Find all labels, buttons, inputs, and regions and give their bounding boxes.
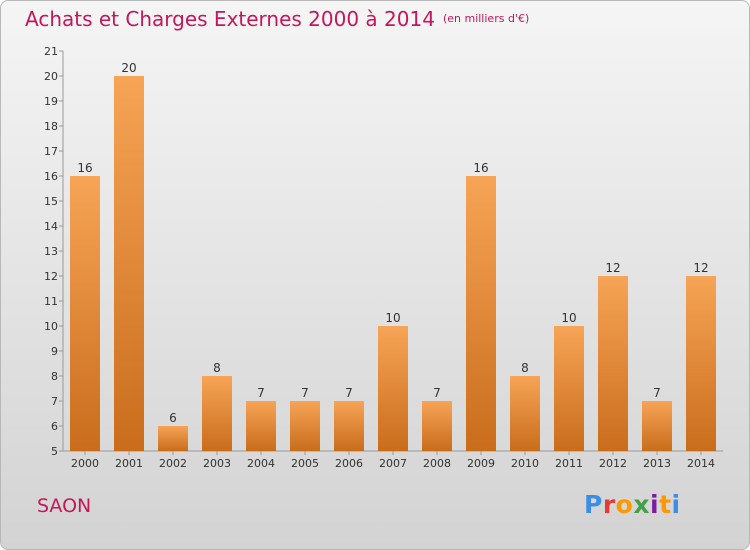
bar-2000 bbox=[70, 176, 100, 451]
x-tick-label: 2006 bbox=[335, 457, 363, 470]
y-tick-label: 8 bbox=[51, 370, 58, 383]
data-label: 7 bbox=[257, 386, 265, 400]
labels: 16 2000 20 2001 6 2002 8 2003 7 2004 7 2005 7 2006 10 2… bbox=[71, 61, 715, 470]
bar-2001 bbox=[114, 76, 144, 451]
y-tick-label: 7 bbox=[51, 395, 58, 408]
data-label: 12 bbox=[605, 261, 620, 275]
x-tick-label: 2014 bbox=[687, 457, 715, 470]
y-tick-label: 5 bbox=[51, 445, 58, 458]
bar-2013 bbox=[642, 401, 672, 451]
x-tick-label: 2003 bbox=[203, 457, 231, 470]
y-tick-label: 9 bbox=[51, 345, 58, 358]
bar-2012 bbox=[598, 276, 628, 451]
data-label: 20 bbox=[121, 61, 136, 75]
chart-subtitle: (en milliers d'€) bbox=[442, 12, 530, 25]
x-tick-label: 2013 bbox=[643, 457, 671, 470]
y-tick-label: 14 bbox=[44, 220, 58, 233]
bar-2002 bbox=[158, 426, 188, 451]
x-tick-label: 2002 bbox=[159, 457, 187, 470]
data-label: 8 bbox=[521, 361, 529, 375]
y-tick-label: 17 bbox=[44, 145, 58, 158]
bar-2006 bbox=[334, 401, 364, 451]
x-tick-label: 2009 bbox=[467, 457, 495, 470]
data-label: 16 bbox=[473, 161, 488, 175]
x-tick-label: 2001 bbox=[115, 457, 143, 470]
bar-2005 bbox=[290, 401, 320, 451]
logo-letter: x bbox=[633, 490, 650, 519]
x-tick-label: 2005 bbox=[291, 457, 319, 470]
y-tick-label: 15 bbox=[44, 195, 58, 208]
bar-2004 bbox=[246, 401, 276, 451]
bar-2007 bbox=[378, 326, 408, 451]
logo-letter: i bbox=[650, 490, 660, 519]
x-tick-label: 2007 bbox=[379, 457, 407, 470]
x-tick-label: 2011 bbox=[555, 457, 583, 470]
y-tick-label: 6 bbox=[51, 420, 58, 433]
y-tick-label: 16 bbox=[44, 170, 58, 183]
data-label: 10 bbox=[385, 311, 400, 325]
x-tick-label: 2000 bbox=[71, 457, 99, 470]
data-label: 10 bbox=[561, 311, 576, 325]
x-tick-label: 2010 bbox=[511, 457, 539, 470]
data-label: 12 bbox=[693, 261, 708, 275]
bar-2014 bbox=[686, 276, 716, 451]
data-label: 8 bbox=[213, 361, 221, 375]
data-label: 7 bbox=[433, 386, 441, 400]
y-tick-label: 12 bbox=[44, 270, 58, 283]
y-tick-label: 13 bbox=[44, 245, 58, 258]
data-label: 7 bbox=[653, 386, 661, 400]
y-tick-label: 18 bbox=[44, 120, 58, 133]
logo-letter: t bbox=[659, 490, 672, 519]
bar-2010 bbox=[510, 376, 540, 451]
bar-2008 bbox=[422, 401, 452, 451]
x-tick-label: 2004 bbox=[247, 457, 275, 470]
y-tick-label: 10 bbox=[44, 320, 58, 333]
data-label: 6 bbox=[169, 411, 177, 425]
bar-2003 bbox=[202, 376, 232, 451]
bar-2009 bbox=[466, 176, 496, 451]
proxiti-logo: Proxiti bbox=[584, 490, 681, 519]
y-tick-label: 21 bbox=[44, 45, 58, 58]
y-tick-label: 19 bbox=[44, 95, 58, 108]
x-tick-label: 2008 bbox=[423, 457, 451, 470]
y-tick-label: 20 bbox=[44, 70, 58, 83]
chart-title: Achats et Charges Externes 2000 à 2014 (e… bbox=[25, 7, 529, 31]
place-name: SAON bbox=[37, 495, 92, 517]
y-tick-label: 11 bbox=[44, 295, 58, 308]
logo-letter: P bbox=[584, 490, 603, 519]
data-label: 16 bbox=[77, 161, 92, 175]
logo-letter: o bbox=[615, 490, 634, 519]
logo-letter: r bbox=[602, 490, 616, 519]
logo-letter: i bbox=[671, 490, 681, 519]
bars bbox=[70, 76, 716, 451]
bar-2011 bbox=[554, 326, 584, 451]
data-label: 7 bbox=[345, 386, 353, 400]
chart-title-text: Achats et Charges Externes 2000 à 2014 bbox=[25, 7, 435, 31]
x-tick-label: 2012 bbox=[599, 457, 627, 470]
data-label: 7 bbox=[301, 386, 309, 400]
